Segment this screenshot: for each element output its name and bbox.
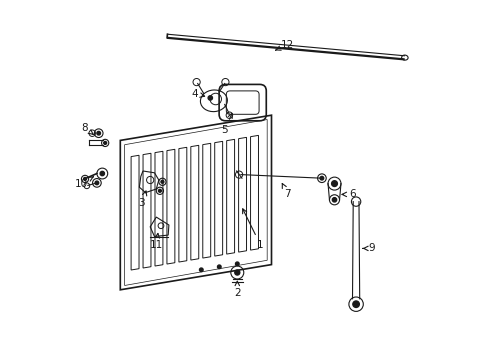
Text: 8: 8 (81, 123, 93, 134)
Text: 7: 7 (282, 184, 290, 199)
Circle shape (95, 181, 99, 185)
Text: 3: 3 (138, 191, 146, 208)
Circle shape (234, 270, 239, 275)
Circle shape (332, 198, 336, 202)
Text: 9: 9 (362, 243, 375, 253)
Text: 4: 4 (191, 89, 204, 99)
Circle shape (235, 262, 239, 266)
Text: 12: 12 (275, 40, 294, 50)
Circle shape (320, 176, 323, 180)
Text: 10: 10 (75, 177, 93, 189)
Circle shape (158, 189, 161, 192)
Circle shape (97, 131, 101, 135)
Circle shape (331, 181, 337, 186)
Circle shape (83, 177, 86, 180)
Circle shape (161, 180, 163, 183)
Circle shape (103, 141, 106, 144)
Circle shape (217, 265, 221, 269)
Text: 2: 2 (234, 281, 240, 298)
Circle shape (199, 268, 203, 271)
Text: 11: 11 (149, 233, 163, 250)
Circle shape (100, 171, 104, 176)
Text: 5: 5 (221, 113, 232, 135)
Text: 6: 6 (342, 189, 355, 199)
Circle shape (208, 96, 212, 100)
Circle shape (352, 301, 359, 307)
Text: 1: 1 (242, 209, 263, 250)
